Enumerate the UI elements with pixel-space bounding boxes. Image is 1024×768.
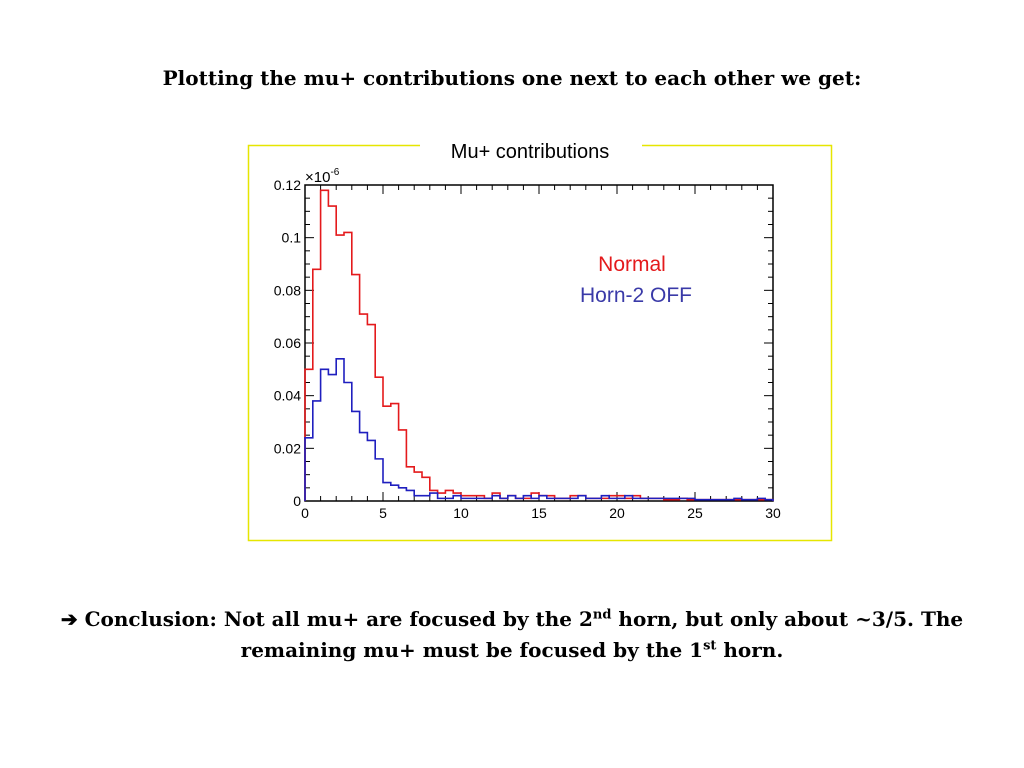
y-tick-label: 0.04: [274, 388, 301, 404]
y-tick-label: 0.12: [274, 177, 301, 193]
series-line-horn2-off: [304, 358, 774, 501]
y-tick-label: 0.08: [274, 282, 301, 298]
y-tick-labels: 0 0.02 0.04 0.06 0.08 0.1 0.12: [274, 177, 301, 509]
superscript-nd: nd: [592, 607, 612, 623]
x-tick-labels: 0 5 10 15 20 25 30: [301, 505, 781, 521]
y-exponent-base: ×10: [305, 169, 330, 186]
legend-normal: Normal: [598, 253, 666, 276]
x-tick-label: 30: [765, 505, 781, 521]
y-tick-label: 0.02: [274, 440, 301, 456]
y-tick-label: 0.06: [274, 335, 301, 351]
arrow-icon: ➔: [60, 607, 78, 631]
conclusion-part-1: Conclusion: Not all mu+ are focused by t…: [77, 607, 593, 631]
conclusion-text: ➔ Conclusion: Not all mu+ are focused by…: [60, 604, 964, 666]
slide-heading: Plotting the mu+ contributions one next …: [162, 66, 862, 90]
conclusion-part-2: horn, but only about ~3/5. The remaining…: [240, 607, 964, 662]
x-tick-label: 15: [531, 505, 547, 521]
series-group: [304, 189, 774, 501]
chart-title-bg: [420, 136, 642, 160]
y-exponent-label: ×10-6: [305, 167, 340, 186]
y-tick-label: 0.1: [282, 230, 302, 246]
x-tick-label: 20: [609, 505, 625, 521]
x-tick-label: 25: [687, 505, 703, 521]
chart-title: Mu+ contributions: [451, 141, 609, 163]
axis-ticks: [304, 184, 774, 502]
x-tick-label: 5: [379, 505, 387, 521]
x-tick-label: 10: [453, 505, 469, 521]
superscript-st: st: [703, 638, 717, 654]
x-tick-label: 0: [301, 505, 309, 521]
y-tick-label: 0: [293, 493, 301, 509]
y-exponent-power: -6: [330, 167, 339, 178]
legend-horn2-off: Horn-2 OFF: [580, 284, 692, 307]
conclusion-part-3: horn.: [716, 638, 784, 662]
chart-frame: [247, 144, 833, 542]
